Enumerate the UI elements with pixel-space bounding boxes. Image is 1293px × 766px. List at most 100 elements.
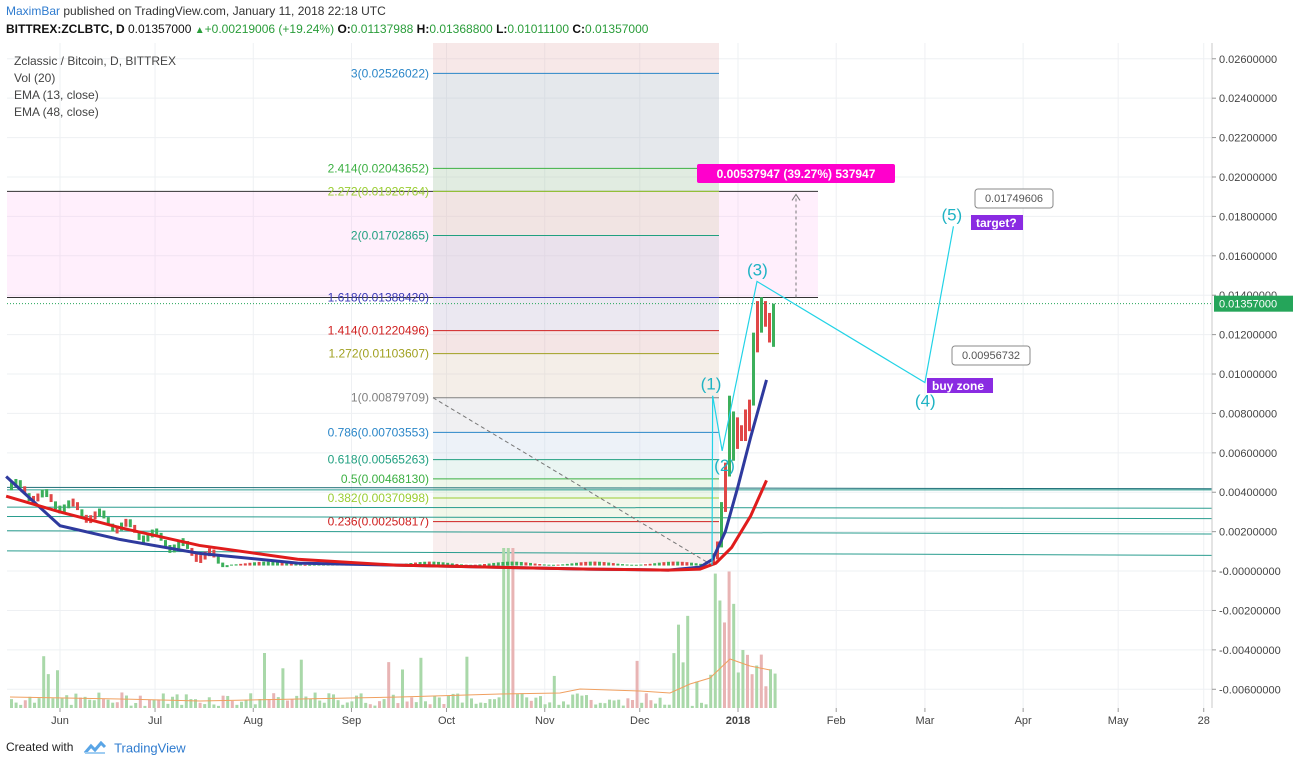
tradingview-brand[interactable]: TradingView	[114, 740, 186, 755]
legend-ema13[interactable]: EMA (13, close)	[14, 87, 176, 104]
volume-bar	[226, 696, 229, 708]
volume-bar	[387, 662, 390, 708]
volume-bar	[737, 672, 740, 708]
volume-bar	[281, 668, 284, 708]
fib-zone-8	[433, 432, 719, 459]
candle	[736, 417, 739, 449]
legend-ema48[interactable]: EMA (48, close)	[14, 104, 176, 121]
volume-bar	[668, 705, 671, 708]
callout-badge-label-0: target?	[976, 216, 1017, 230]
volume-bar	[732, 604, 735, 708]
volume-bar	[28, 697, 31, 708]
y-tick-label-12: 0.00200000	[1219, 527, 1277, 539]
candle	[217, 556, 220, 564]
volume-bar	[544, 704, 547, 708]
candle	[248, 563, 251, 566]
fib-label-0.786: 0.786(0.00703553)	[328, 425, 429, 439]
fib-zone-7	[433, 398, 719, 433]
candle	[589, 562, 592, 566]
volume-bar	[212, 704, 215, 708]
x-tick-label-12: 28	[1198, 715, 1210, 727]
y-tick-label-14: -0.00200000	[1219, 605, 1281, 617]
candle	[515, 562, 518, 566]
fib-label-3: 3(0.02526022)	[351, 66, 429, 80]
x-tick-label-5: Nov	[535, 715, 555, 727]
volume-bar	[741, 650, 744, 708]
fib-label-2.414: 2.414(0.02043652)	[328, 161, 429, 175]
candle	[195, 554, 198, 562]
volume-bar	[61, 698, 64, 708]
volume-bar	[139, 696, 142, 708]
volume-bar	[760, 655, 763, 708]
candle	[644, 564, 647, 565]
callout-value-1: 0.00956732	[962, 350, 1020, 362]
trend-line-5	[7, 487, 1212, 488]
candle	[685, 562, 688, 565]
volume-bar	[695, 681, 698, 708]
y-tick-label-11: 0.00400000	[1219, 487, 1277, 499]
volume-bar	[548, 702, 551, 708]
volume-bar	[493, 699, 496, 708]
volume-bar	[88, 700, 91, 708]
volume-bar	[235, 705, 238, 708]
candle	[524, 562, 527, 565]
volume-bar	[199, 703, 202, 708]
candle	[681, 562, 684, 566]
volume-bar	[525, 697, 528, 708]
candle	[50, 494, 53, 502]
volume-bar	[180, 705, 183, 708]
volume-bar	[571, 695, 574, 708]
legend-volume[interactable]: Vol (20)	[14, 70, 176, 87]
fib-zone-bottom	[433, 522, 719, 563]
volume-bar	[654, 704, 657, 708]
candle	[534, 563, 537, 565]
volume-bar	[332, 694, 335, 708]
x-tick-label-8: Feb	[827, 715, 846, 727]
candle	[653, 563, 656, 565]
volume-bar	[617, 700, 620, 708]
y-tick-label-8: 0.01000000	[1219, 369, 1277, 381]
candle	[748, 400, 751, 432]
volume-bar	[410, 697, 413, 708]
fib-zone-0	[433, 73, 719, 168]
volume-bar	[217, 706, 220, 708]
volume-bar	[442, 704, 445, 708]
volume-bar	[475, 704, 478, 708]
volume-bar	[755, 666, 758, 708]
trend-line-1	[7, 507, 1212, 508]
candle	[239, 564, 242, 566]
candle	[520, 562, 523, 566]
volume-bars	[10, 548, 777, 708]
volume-bar	[709, 675, 712, 708]
created-with: Created with TradingView	[6, 740, 186, 755]
volume-bar	[157, 699, 160, 708]
x-tick-label-4: Oct	[438, 715, 455, 727]
volume-bar	[373, 706, 376, 708]
volume-bar	[240, 702, 243, 708]
created-with-text: Created with	[6, 740, 73, 754]
candle	[497, 562, 500, 565]
measure-zone	[7, 191, 818, 297]
volume-bar	[626, 698, 629, 708]
volume-bar	[327, 693, 330, 708]
wave-label-2: (2)	[714, 456, 735, 475]
legend-title: Zclassic / Bitcoin, D, BITTREX	[14, 53, 176, 70]
volume-bar	[530, 701, 533, 708]
candle	[772, 304, 775, 347]
candle	[226, 565, 229, 567]
tradingview-logo-icon[interactable]	[83, 741, 107, 755]
volume-bar	[774, 674, 777, 708]
price-chart[interactable]: 3(0.02526022) 2.414(0.02043652) 2.272(0.01…	[0, 0, 1293, 730]
volume-bar	[718, 601, 721, 708]
volume-bar	[429, 704, 432, 708]
callout-value-0: 0.01749606	[985, 193, 1043, 205]
x-tick-label-0: Jun	[51, 715, 69, 727]
candle	[258, 562, 261, 566]
volume-bar	[47, 674, 50, 708]
fib-label-1: 1(0.00879709)	[351, 391, 429, 405]
volume-bar	[705, 704, 708, 708]
x-tick-label-3: Sep	[342, 715, 362, 727]
candle	[756, 301, 759, 352]
volume-bar	[580, 696, 583, 708]
volume-bar	[295, 696, 298, 708]
